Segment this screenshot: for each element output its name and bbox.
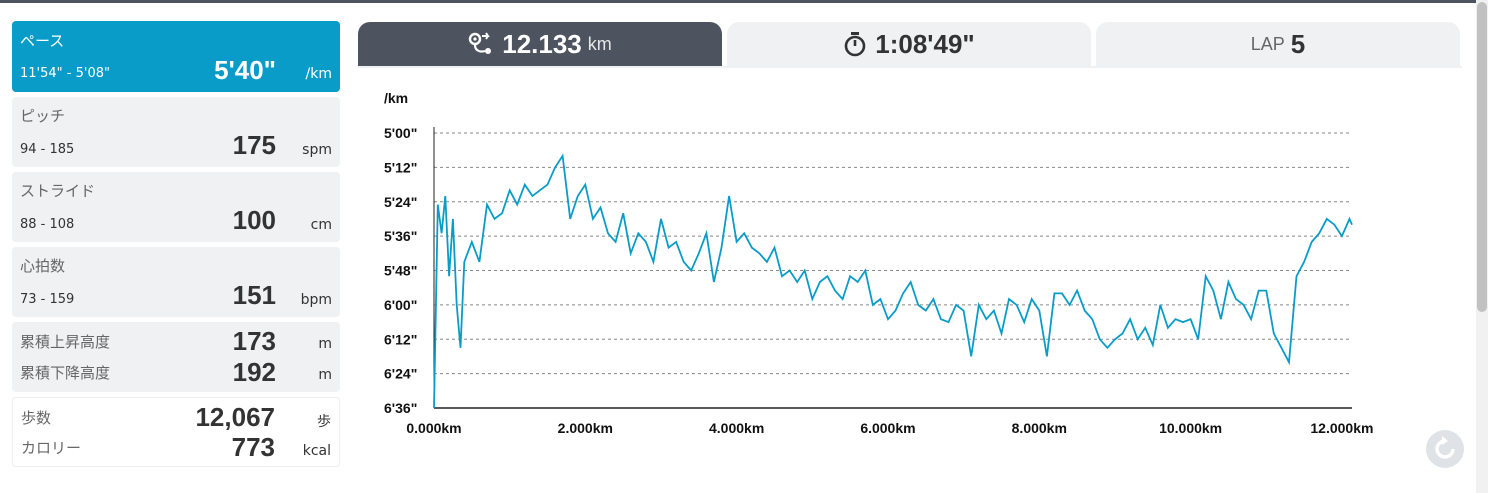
stat-label: ピッチ (20, 107, 66, 125)
stat-value: 151 (232, 280, 276, 310)
y-tick-label: 5'12" (384, 159, 417, 175)
stat-range: 11'54" - 5'08" (20, 66, 110, 81)
y-tick-label: 5'36" (384, 228, 417, 244)
stopwatch-icon (843, 31, 867, 57)
distance-value: 12.133 (502, 28, 582, 59)
stat-range: 94 - 185 (20, 142, 75, 157)
elevation-down-value: 192 (232, 357, 276, 387)
y-tick-label: 6'24" (384, 366, 417, 382)
y-axis-label: /km (384, 90, 408, 106)
steps-label: 歩数 (21, 409, 52, 427)
stat-value: 5'40" (214, 55, 276, 85)
refresh-icon (1435, 436, 1455, 459)
stat-label: 心拍数 (20, 257, 66, 275)
x-tick-label: 12.000km (1310, 420, 1373, 436)
y-tick-label: 6'12" (384, 331, 417, 347)
stat-pitch[interactable]: ピッチ 94 - 185 175 spm (12, 97, 340, 167)
pace-line (433, 153, 1353, 409)
y-tick-label: 5'48" (384, 263, 417, 279)
time-value: 1:08'49" (875, 28, 975, 59)
stat-stride[interactable]: ストライド 88 - 108 100 cm (12, 172, 340, 242)
tab-divider (358, 66, 1462, 68)
lap-value: 5 (1290, 28, 1306, 59)
page-scrollbar[interactable] (1476, 0, 1488, 493)
calories-unit: kcal (302, 443, 331, 459)
stat-label: ストライド (20, 182, 96, 200)
lap-prefix: LAP (1250, 33, 1285, 54)
tab-lap[interactable]: LAP 5 (1096, 22, 1460, 66)
elevation-down-label: 累積下降高度 (20, 364, 111, 382)
stat-unit: /km (305, 66, 332, 82)
x-tick-label: 8.000km (1012, 420, 1067, 436)
route-icon (468, 32, 494, 56)
elevation-up-value: 173 (232, 326, 276, 356)
stat-unit: bpm (300, 292, 332, 308)
elevation-down-unit: m (318, 367, 332, 383)
stat-unit: spm (302, 142, 332, 158)
top-divider (0, 0, 1476, 3)
stat-steps-calories: 歩数 12,067 歩 カロリー 773 kcal (12, 397, 340, 467)
x-tick-label: 2.000km (558, 420, 613, 436)
tab-distance[interactable]: 12.133 km (358, 22, 722, 66)
stat-elevation[interactable]: 累積上昇高度 173 m 累積下降高度 192 m (12, 322, 340, 392)
stat-value: 100 (232, 205, 276, 235)
y-tick-label: 6'00" (384, 297, 417, 313)
tab-time[interactable]: 1:08'49" (727, 22, 1091, 66)
distance-unit: km (587, 33, 612, 54)
y-tick-label: 5'00" (384, 125, 417, 141)
stat-range: 88 - 108 (20, 217, 75, 232)
x-tick-label: 10.000km (1159, 420, 1222, 436)
y-tick-label: 6'36" (384, 400, 417, 416)
reload-button[interactable] (1426, 430, 1464, 468)
stat-label: ペース (20, 32, 65, 50)
stat-range: 73 - 159 (20, 292, 75, 307)
x-tick-label: 6.000km (860, 420, 915, 436)
elevation-up-unit: m (318, 336, 332, 352)
x-tick-label: 4.000km (709, 420, 764, 436)
steps-value: 12,067 (195, 402, 275, 432)
scrollbar-thumb[interactable] (1477, 2, 1487, 312)
y-tick-label: 5'24" (384, 194, 417, 210)
calories-value: 773 (231, 432, 275, 462)
stat-pace[interactable]: ペース 11'54" - 5'08" 5'40" /km (12, 21, 340, 92)
stat-value: 175 (232, 130, 276, 160)
x-tick-label: 0.000km (406, 420, 461, 436)
stat-unit: cm (310, 217, 332, 233)
calories-label: カロリー (21, 439, 82, 457)
pace-chart: /km 5'00" 5'12" 5'24" 5'36" 5'48" 6'00" 6'12" 6'… (384, 90, 1373, 436)
elevation-up-label: 累積上昇高度 (20, 333, 111, 351)
steps-unit: 歩 (317, 414, 331, 430)
stat-heart-rate[interactable]: 心拍数 73 - 159 151 bpm (12, 247, 340, 317)
